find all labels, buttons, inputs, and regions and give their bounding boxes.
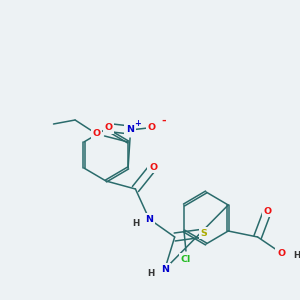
Text: -: - (161, 116, 166, 126)
Text: O: O (104, 124, 112, 133)
Text: H: H (293, 250, 300, 260)
Text: N: N (145, 214, 153, 224)
Text: H: H (148, 268, 155, 278)
Text: N: N (126, 125, 134, 134)
Text: H: H (132, 218, 139, 227)
Text: S: S (201, 229, 208, 238)
Text: N: N (161, 265, 169, 274)
Text: O: O (93, 130, 101, 139)
Text: Cl: Cl (181, 254, 191, 263)
Text: O: O (149, 163, 157, 172)
Text: O: O (277, 248, 285, 257)
Text: +: + (134, 118, 141, 127)
Text: O: O (148, 124, 156, 133)
Text: O: O (263, 206, 272, 215)
